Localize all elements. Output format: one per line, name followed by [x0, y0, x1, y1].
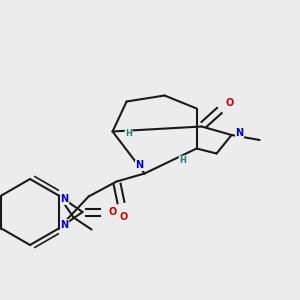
Text: H: H — [179, 156, 186, 165]
Text: N: N — [136, 160, 144, 170]
Text: N: N — [236, 128, 244, 138]
Text: N: N — [61, 220, 69, 230]
Text: O: O — [119, 212, 128, 223]
Text: N: N — [61, 194, 69, 205]
Text: O: O — [226, 98, 234, 109]
Text: H: H — [125, 129, 132, 138]
Text: O: O — [109, 207, 117, 217]
